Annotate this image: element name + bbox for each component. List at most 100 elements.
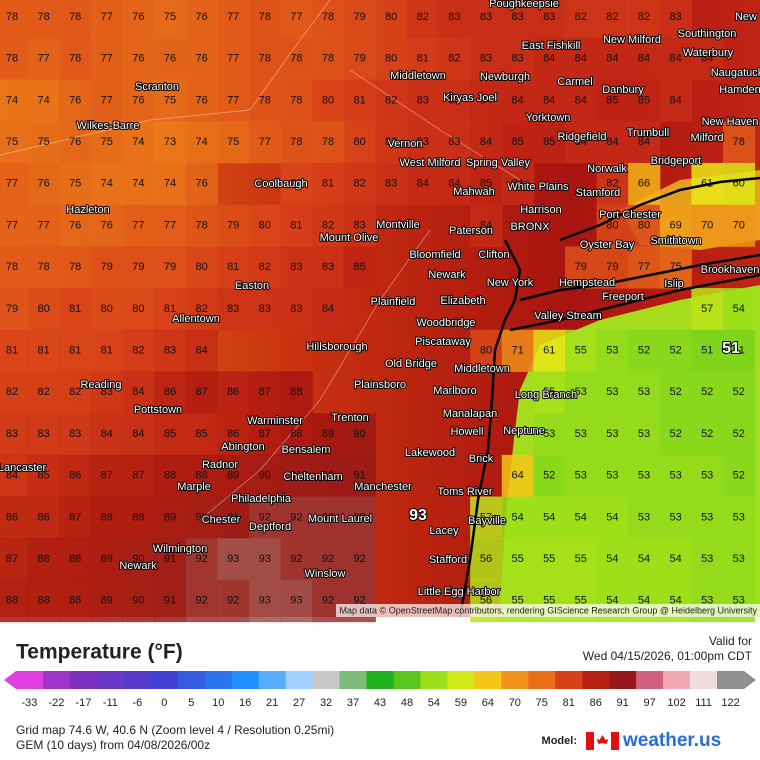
grid-value: 89 bbox=[227, 470, 239, 482]
grid-value: 55 bbox=[575, 553, 587, 565]
temp-cell bbox=[185, 454, 218, 498]
grid-value: 92 bbox=[195, 553, 207, 565]
grid-value: 86 bbox=[227, 428, 239, 440]
grid-value: 84 bbox=[669, 94, 681, 106]
grid-value: 54 bbox=[543, 511, 555, 523]
legend-arrow-left bbox=[4, 671, 16, 689]
flag bbox=[586, 732, 619, 750]
temp-cell bbox=[27, 0, 60, 39]
place-label: West Milford bbox=[400, 157, 461, 169]
temp-cell bbox=[533, 413, 566, 456]
min-label: 51 bbox=[722, 340, 740, 357]
grid-value: 78 bbox=[6, 53, 18, 65]
grid-value: 92 bbox=[353, 553, 365, 565]
temp-cell bbox=[691, 288, 724, 331]
temp-cell bbox=[628, 79, 661, 122]
legend-swatch bbox=[16, 671, 44, 689]
temp-cell bbox=[27, 579, 60, 623]
grid-value: 75 bbox=[164, 11, 176, 23]
grid-value: 92 bbox=[290, 511, 302, 523]
temp-cell bbox=[533, 121, 566, 164]
temp-cell bbox=[343, 538, 376, 581]
place-label: New bbox=[735, 11, 757, 23]
temp-cell bbox=[533, 0, 566, 39]
temp-cell bbox=[596, 204, 629, 247]
coast-li-north bbox=[519, 253, 760, 302]
temp-cell bbox=[407, 79, 440, 122]
grid-value: 78 bbox=[290, 136, 302, 148]
place-label: Wilmington bbox=[153, 543, 207, 555]
attribution: Map data © OpenStreetMap contributors, r… bbox=[340, 605, 758, 615]
legend-tick-label: -33 bbox=[22, 697, 38, 709]
grid-value: 93 bbox=[227, 553, 239, 565]
grid-value: 82 bbox=[37, 386, 49, 398]
grid-value: 83 bbox=[322, 261, 334, 273]
grid-value: 90 bbox=[195, 511, 207, 523]
grid-value: 52 bbox=[543, 470, 555, 482]
grid-value: 76 bbox=[69, 136, 81, 148]
grid-value: 81 bbox=[164, 303, 176, 315]
temp-cell bbox=[59, 37, 92, 81]
temp-cell bbox=[628, 371, 661, 414]
grid-value: 52 bbox=[669, 345, 681, 357]
place-label: Radnor bbox=[202, 459, 238, 471]
place-label: Marlboro bbox=[433, 385, 476, 397]
grid-value: 82 bbox=[575, 11, 587, 23]
temp-cell bbox=[565, 538, 598, 581]
temp-cell bbox=[438, 37, 471, 81]
legend-tick-label: 64 bbox=[482, 697, 494, 709]
place-label: Neptune bbox=[503, 425, 545, 437]
grid-value: 53 bbox=[733, 553, 745, 565]
temp-cell bbox=[533, 37, 566, 81]
temp-cell bbox=[501, 538, 534, 581]
legend-swatch bbox=[582, 671, 610, 689]
grid-value: 88 bbox=[195, 470, 207, 482]
temp-cell bbox=[565, 37, 598, 81]
grid-value: 79 bbox=[353, 53, 365, 65]
legend-swatch bbox=[393, 671, 421, 689]
grid-value: 85 bbox=[353, 261, 365, 273]
temp-cell bbox=[59, 579, 92, 623]
temp-cell bbox=[0, 79, 29, 122]
valid-label: Valid for bbox=[709, 634, 752, 648]
place-label: Manalapan bbox=[443, 408, 497, 420]
temp-cell bbox=[533, 371, 566, 414]
temp-cell bbox=[533, 496, 566, 539]
grid-value: 52 bbox=[733, 428, 745, 440]
temp-cell bbox=[723, 288, 756, 331]
legend-tick-label: 0 bbox=[161, 697, 167, 709]
grid-value: 82 bbox=[448, 53, 460, 65]
temp-cell bbox=[565, 413, 598, 456]
temp-cell bbox=[122, 121, 155, 164]
temp-cell bbox=[565, 371, 598, 414]
temp-cell bbox=[249, 204, 282, 247]
grid-value: 61 bbox=[543, 345, 555, 357]
place-label: Brick bbox=[469, 453, 494, 465]
grid-value: 53 bbox=[575, 386, 587, 398]
temp-cell bbox=[533, 454, 566, 498]
temp-cell bbox=[122, 79, 155, 122]
temp-cell bbox=[185, 246, 218, 289]
grid-value: 80 bbox=[37, 303, 49, 315]
temp-cell bbox=[280, 538, 313, 581]
temp-cell bbox=[565, 121, 598, 164]
temp-cell bbox=[154, 371, 187, 414]
temp-cell bbox=[470, 329, 503, 372]
grid-value: 83 bbox=[164, 345, 176, 357]
place-label: Toms River bbox=[437, 486, 492, 498]
place-label: Southington bbox=[678, 28, 737, 40]
place-label: Spring Valley bbox=[466, 157, 530, 169]
temp-cell bbox=[217, 0, 250, 39]
grid-value: 88 bbox=[69, 595, 81, 607]
grid-value: 84 bbox=[606, 136, 618, 148]
grid-value: 84 bbox=[575, 136, 587, 148]
temp-cell bbox=[501, 329, 534, 372]
temp-cell bbox=[154, 538, 187, 581]
place-label: Hempstead bbox=[559, 277, 615, 289]
temp-cell bbox=[217, 204, 250, 247]
grid-value: 87 bbox=[259, 428, 271, 440]
temp-cell bbox=[723, 496, 756, 539]
temp-cell bbox=[565, 246, 598, 289]
legend-tick-label: -17 bbox=[75, 697, 91, 709]
temp-cell bbox=[185, 121, 218, 164]
